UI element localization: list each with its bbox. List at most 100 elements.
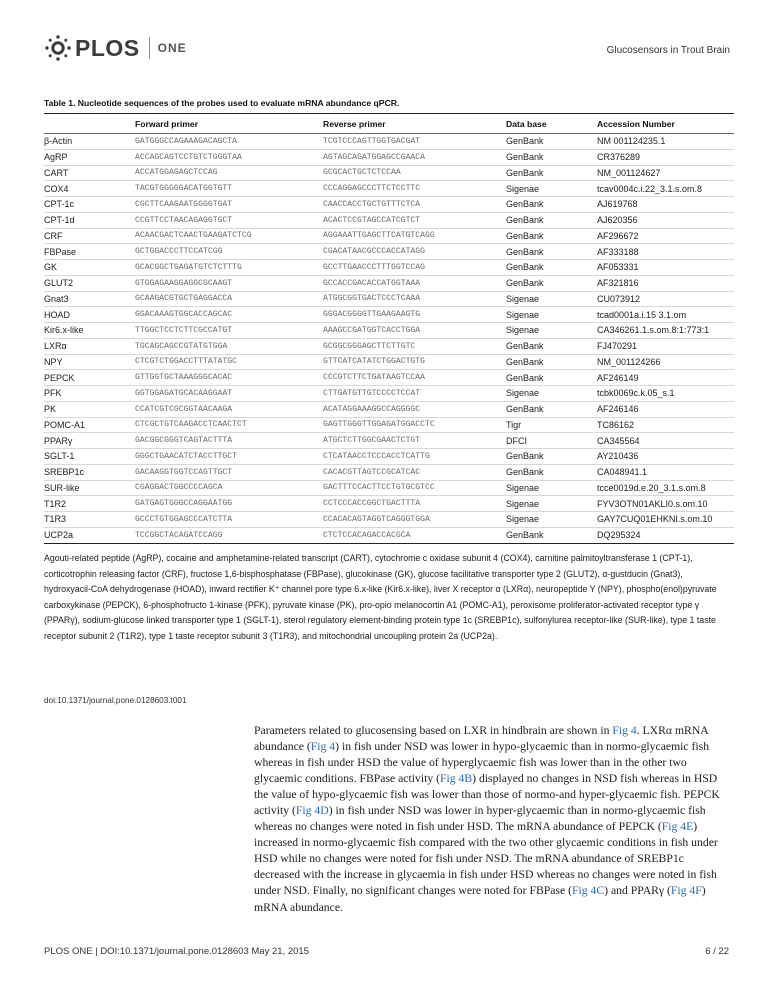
fig-4e-link[interactable]: Fig 4E: [661, 820, 694, 834]
body-text-segment: . LXRα mRNA abundance (: [254, 724, 709, 754]
data-base-cell: GenBank: [506, 401, 597, 418]
table-row: GLUT2 GTGGAGAAGGAGGCGCAAGT GCCACCGACACCATG…: [44, 275, 734, 292]
reverse-primer-cell: CAACCACCTGCTGTTTCTCA: [323, 196, 506, 213]
accession-number-cell: CA345564: [597, 432, 734, 449]
forward-primer-cell: TGCAGCAGCCGTATGTGGA: [135, 338, 323, 355]
gene-name-cell: SUR-like: [44, 480, 135, 497]
data-base-cell: GenBank: [506, 448, 597, 465]
forward-primer-cell: GCCCTGTGGAGCCCATCTTA: [135, 511, 323, 528]
data-base-cell: GenBank: [506, 338, 597, 355]
reverse-primer-cell: ATGGCGGTGACTCCCTCAAA: [323, 291, 506, 308]
reverse-primer-cell: ACACTCCGTAGCCATCGTCT: [323, 212, 506, 229]
fig-4b-link[interactable]: Fig 4B: [440, 772, 473, 786]
gene-name-cell: HOAD: [44, 306, 135, 323]
data-base-cell: Sigenae: [506, 322, 597, 339]
forward-primer-cell: ACCAGCAGTCCTGTCTGGGTAA: [135, 149, 323, 166]
table-row: NPY CTCGTCTGGACCTTTATATGC GTTCATCATATCTGGA…: [44, 354, 734, 371]
gene-name-cell: FBPase: [44, 243, 135, 260]
data-base-cell: GenBank: [506, 165, 597, 182]
gene-name-cell: PK: [44, 401, 135, 418]
gene-name-cell: SGLT-1: [44, 448, 135, 465]
accession-number-cell: GAY7CUQ01EHKNI.s.om.10: [597, 511, 734, 528]
reverse-primer-cell: GCCTTGAACCCTTTGGTCCAG: [323, 259, 506, 276]
table-row: T1R2 GATGAGTGGGCCAGGAATGG CCTCCCACCGGCTGAC…: [44, 495, 734, 512]
table-row: PEPCK GTTGGTGCTAAAGGGCACAC CCCGTCTTCTGATAA…: [44, 369, 734, 386]
data-base-cell: GenBank: [506, 243, 597, 260]
reverse-primer-cell: ACATAGGAAAGGCCAGGGGC: [323, 401, 506, 418]
accession-number-cell: AJ620356: [597, 212, 734, 229]
data-base-cell: GenBank: [506, 228, 597, 245]
fig-4f-link[interactable]: Fig 4F: [670, 884, 702, 898]
body-text-segment: ) and PPARγ (: [604, 884, 671, 898]
table-row: CRF ACAACGACTCAACTGAAGATCTCG AGGAAATTGAGCT…: [44, 228, 734, 245]
gene-name-cell: AgRP: [44, 149, 135, 166]
table-row: Kir6.x-like TTGGCTCCTCTTCGCCATGT AAAGCCGAT…: [44, 322, 734, 339]
accession-number-cell: CR376289: [597, 149, 734, 166]
fig-4c-link[interactable]: Fig 4C: [572, 884, 605, 898]
reverse-primer-cell: AAAGCCGATGGTCACCTGGA: [323, 322, 506, 339]
fig-4-link[interactable]: Fig 4: [310, 740, 336, 754]
gene-name-cell: COX4: [44, 180, 135, 197]
gene-name-cell: CPT-1d: [44, 212, 135, 229]
forward-primer-cell: GACAAGGTGGTCCAGTTGCT: [135, 464, 323, 481]
forward-primer-cell: GCACGGCTGAGATGTCTCTTTG: [135, 259, 323, 276]
table-row: CART ACCATGGAGAGCTCCAG GCGCACTGCTCTCCAA Gen…: [44, 165, 734, 182]
reverse-primer-cell: GCGGCGGGAGCTTCTTGTC: [323, 338, 506, 355]
body-text-segment: ) in fish under NSD was lower in hypo-gl…: [254, 740, 710, 786]
accession-number-cell: AF246146: [597, 401, 734, 418]
plos-one-logo[interactable]: PLOS ONE: [44, 33, 187, 63]
gene-name-cell: Kir6.x-like: [44, 322, 135, 339]
table-row: POMC-A1 CTCGCTGTCAAGACCTCAACTCT GAGTTGGGTT…: [44, 417, 734, 434]
table-row: FBPase GCTGGACCCTTCCATCGG CGACATAACGCCCACC…: [44, 243, 734, 260]
reverse-primer-cell: GACTTTCCACTTCCTGTGCGTCC: [323, 480, 506, 497]
accession-number-cell: DQ295324: [597, 527, 734, 544]
body-paragraph: Parameters related to glucosensing based…: [254, 723, 730, 916]
table-row: β-Actin GATGGGCCAGAAAGACAGCTA TCGTCCCAGTTG…: [44, 133, 734, 150]
forward-primer-cell: GATGAGTGGGCCAGGAATGG: [135, 495, 323, 512]
gene-name-cell: LXRα: [44, 338, 135, 355]
plos-logo-icon: [45, 35, 71, 61]
logo-plos-text: PLOS: [75, 34, 140, 61]
accession-number-cell: FYV3OTN01AKLI0.s.om.10: [597, 495, 734, 512]
body-text-segment: ) in fish under NSD was lower in hyper-g…: [254, 804, 706, 834]
accession-number-cell: AF053331: [597, 259, 734, 276]
accession-number-cell: CA048941.1: [597, 464, 734, 481]
accession-number-cell: CA346261.1.s.om.8:1:773:1: [597, 322, 734, 339]
forward-primer-cell: GGACAAAGTGGCACCAGCAC: [135, 306, 323, 323]
reverse-primer-cell: AGGAAATTGAGCTTCATGTCAGG: [323, 228, 506, 245]
table-footnote: Agouti-related peptide (AgRP), cocaine a…: [44, 553, 717, 641]
gene-name-cell: SREBP1c: [44, 464, 135, 481]
table-caption: Table 1. Nucleotide sequences of the pro…: [44, 98, 400, 108]
forward-primer-cell: GTGGAGAAGGAGGCGCAAGT: [135, 275, 323, 292]
gene-name-cell: GK: [44, 259, 135, 276]
reverse-primer-cell: CCACACAGTAGGTCAGGGTGGA: [323, 511, 506, 528]
data-base-cell: GenBank: [506, 354, 597, 371]
page-footer-citation: PLOS ONE | DOI:10.1371/journal.pone.0128…: [44, 946, 309, 957]
reverse-primer-cell: CACACGTTAGTCCGCATCAC: [323, 464, 506, 481]
gene-name-cell: CPT-1c: [44, 196, 135, 213]
table-row: HOAD GGACAAAGTGGCACCAGCAC GGGACGGGGTTGAAGA…: [44, 306, 734, 323]
forward-primer-cell: GATGGGCCAGAAAGACAGCTA: [135, 133, 323, 150]
reverse-primer-cell: TCGTCCCAGTTGGTGACGAT: [323, 133, 506, 150]
fig-4d-link[interactable]: Fig 4D: [295, 804, 329, 818]
table-row: UCP2a TCCGGCTACAGATCCAGG CTCTCCACAGACCACGC…: [44, 527, 734, 544]
reverse-primer-cell: GCGCACTGCTCTCCAA: [323, 165, 506, 182]
accession-number-cell: NM_001124266: [597, 354, 734, 371]
forward-primer-cell: TCCGGCTACAGATCCAGG: [135, 527, 323, 544]
forward-primer-cell: CGAGGACTGGCCCCAGCA: [135, 480, 323, 497]
data-base-cell: Sigenae: [506, 306, 597, 323]
forward-primer-cell: CCGTTCCTAACAGAGGTGCT: [135, 212, 323, 229]
gene-name-cell: T1R3: [44, 511, 135, 528]
accession-number-cell: AY210436: [597, 448, 734, 465]
forward-primer-cell: CTCGTCTGGACCTTTATATGC: [135, 354, 323, 371]
table-row: SGLT-1 GGGCTGAACATCTACCTTGCT CTCATAACCTCCC…: [44, 448, 734, 465]
fig-4-link[interactable]: Fig 4: [612, 724, 637, 737]
table-row: SUR-like CGAGGACTGGCCCCAGCA GACTTTCCACTTCC…: [44, 480, 734, 497]
data-base-cell: DFCI: [506, 432, 597, 449]
forward-primer-cell: GACGGCGGGTCAGTACTTTA: [135, 432, 323, 449]
reverse-primer-cell: CTCTCCACAGACCACGCA: [323, 527, 506, 544]
header-gene: [44, 113, 135, 134]
body-text-segment: ) mRNA abundance.: [254, 884, 706, 914]
header-accession-number: Accession Number: [597, 113, 734, 134]
reverse-primer-cell: GGGACGGGGTTGAAGAAGTG: [323, 306, 506, 323]
